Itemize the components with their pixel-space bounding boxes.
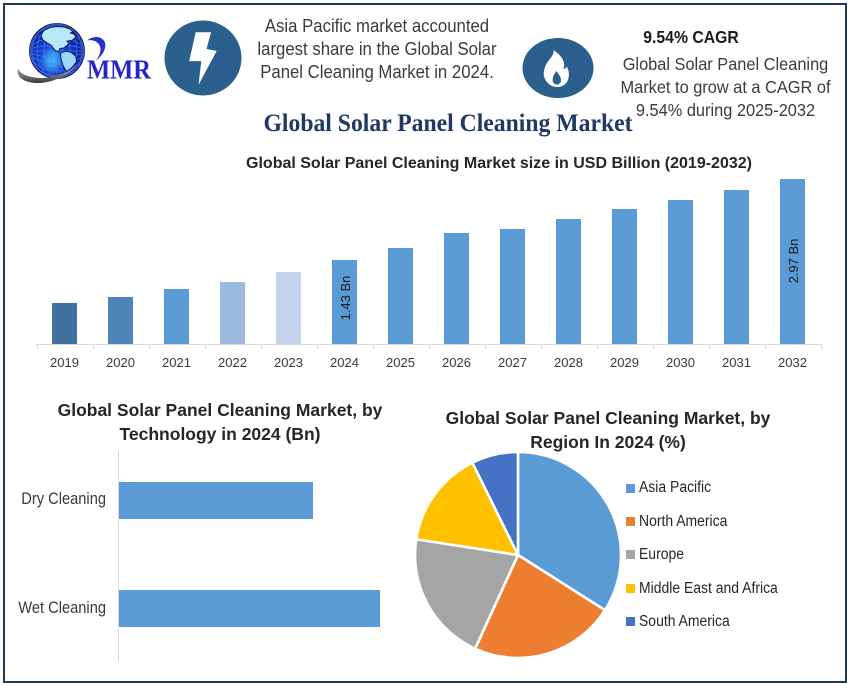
svg-text:MMR: MMR: [87, 55, 151, 85]
